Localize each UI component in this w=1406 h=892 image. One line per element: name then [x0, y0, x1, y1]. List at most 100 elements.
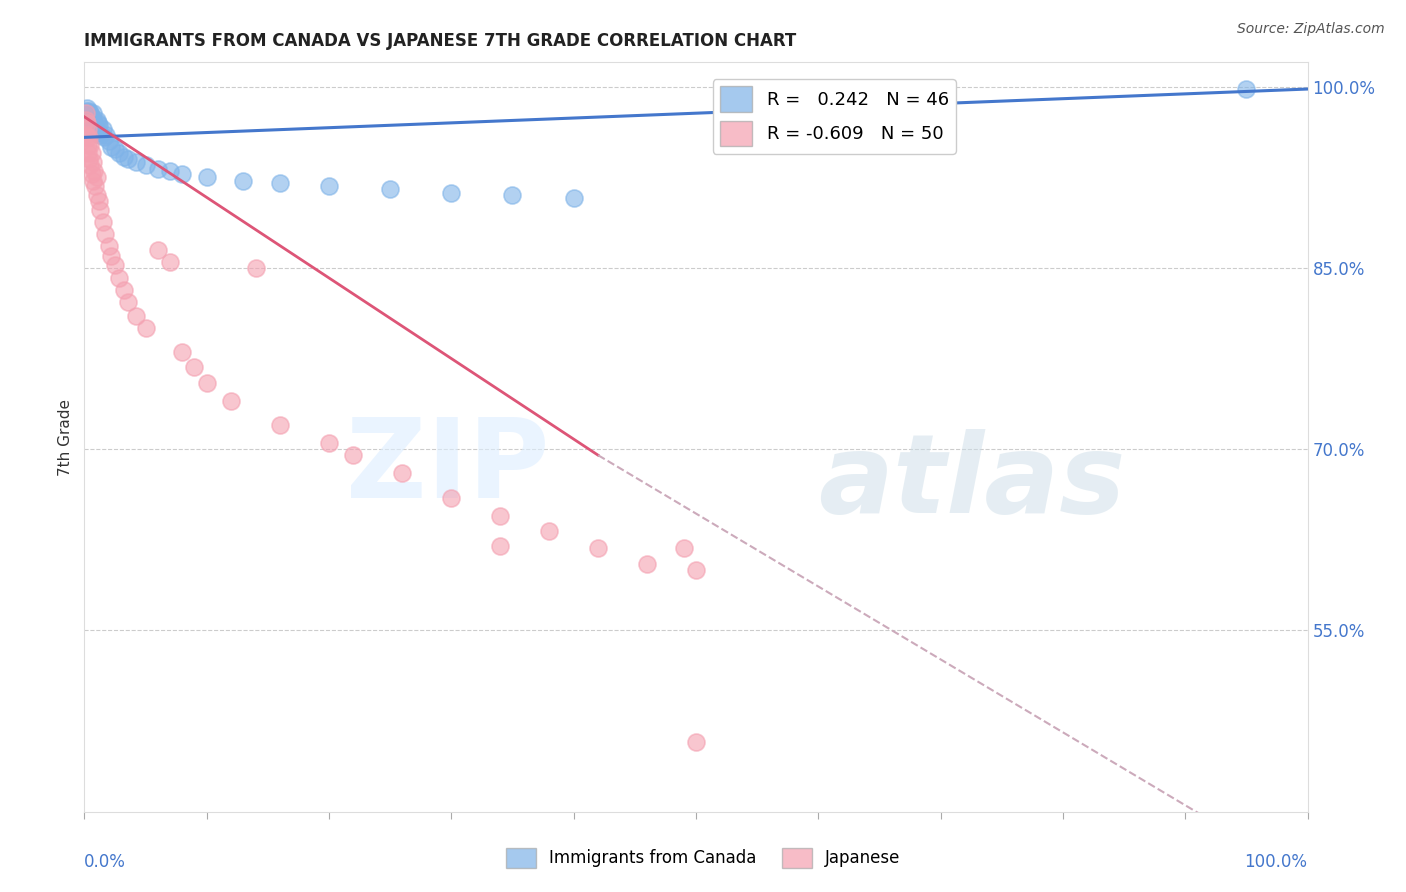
Point	[97, 134, 120, 148]
Point	[117, 294, 139, 309]
Point	[79, 106, 101, 120]
Point	[269, 417, 291, 432]
Point	[82, 122, 104, 136]
Legend: R =   0.242   N = 46, R = -0.609   N = 50: R = 0.242 N = 46, R = -0.609 N = 50	[713, 79, 956, 153]
Point	[77, 110, 100, 124]
Point	[94, 227, 117, 241]
Point	[318, 436, 340, 450]
Point	[135, 321, 157, 335]
Text: IMMIGRANTS FROM CANADA VS JAPANESE 7TH GRADE CORRELATION CHART: IMMIGRANTS FROM CANADA VS JAPANESE 7TH G…	[84, 32, 797, 50]
Point	[77, 116, 100, 130]
Point	[107, 270, 129, 285]
Point	[77, 137, 100, 152]
Text: 0.0%: 0.0%	[84, 853, 127, 871]
Point	[159, 164, 181, 178]
Point	[91, 122, 114, 136]
Point	[80, 118, 103, 132]
Point	[125, 310, 148, 324]
Point	[489, 539, 512, 553]
Point	[342, 448, 364, 462]
Point	[77, 106, 100, 120]
Point	[269, 176, 291, 190]
Point	[104, 259, 127, 273]
Point	[125, 154, 148, 169]
Point	[76, 110, 98, 124]
Point	[96, 128, 118, 142]
Point	[104, 143, 127, 157]
Point	[83, 164, 105, 178]
Point	[76, 130, 98, 145]
Point	[77, 122, 100, 136]
Point	[82, 106, 104, 120]
Point	[172, 345, 194, 359]
Text: Source: ZipAtlas.com: Source: ZipAtlas.com	[1237, 22, 1385, 37]
Point	[219, 393, 242, 408]
Text: atlas: atlas	[818, 428, 1126, 535]
Point	[79, 113, 101, 128]
Point	[93, 130, 115, 145]
Point	[440, 186, 463, 200]
Point	[76, 101, 98, 115]
Point	[86, 170, 108, 185]
Point	[146, 243, 169, 257]
Point	[135, 158, 157, 172]
Y-axis label: 7th Grade: 7th Grade	[58, 399, 73, 475]
Point	[636, 557, 658, 571]
Point	[82, 113, 104, 128]
Point	[79, 137, 101, 152]
Point	[100, 249, 122, 263]
Point	[489, 508, 512, 523]
Point	[77, 130, 100, 145]
Point	[84, 178, 107, 193]
Point	[195, 170, 218, 185]
Point	[77, 113, 100, 128]
Point	[146, 161, 169, 176]
Point	[440, 491, 463, 505]
Point	[84, 118, 107, 132]
Point	[112, 150, 135, 164]
Point	[80, 146, 103, 161]
Point	[82, 174, 104, 188]
Point	[172, 167, 194, 181]
Point	[183, 359, 205, 374]
Point	[77, 152, 100, 166]
Point	[86, 113, 108, 128]
Point	[80, 110, 103, 124]
Point	[685, 734, 707, 748]
Point	[318, 178, 340, 193]
Point	[195, 376, 218, 390]
Point	[77, 146, 100, 161]
Point	[89, 202, 111, 217]
Point	[391, 467, 413, 481]
Point	[100, 140, 122, 154]
Point	[1236, 82, 1258, 96]
Point	[87, 194, 110, 209]
Point	[89, 128, 111, 142]
Legend: Immigrants from Canada, Japanese: Immigrants from Canada, Japanese	[499, 841, 907, 875]
Point	[75, 113, 97, 128]
Point	[87, 126, 110, 140]
Point	[117, 152, 139, 166]
Point	[538, 524, 561, 539]
Text: ZIP: ZIP	[346, 414, 550, 521]
Point	[87, 118, 110, 132]
Point	[86, 188, 108, 202]
Point	[562, 191, 585, 205]
Text: 100.0%: 100.0%	[1244, 853, 1308, 871]
Point	[685, 563, 707, 577]
Point	[82, 154, 104, 169]
Point	[86, 122, 108, 136]
Point	[380, 182, 402, 196]
Point	[87, 116, 110, 130]
Point	[80, 167, 103, 181]
Point	[75, 106, 97, 120]
Point	[76, 116, 98, 130]
Point	[77, 103, 100, 118]
Point	[502, 188, 524, 202]
Point	[79, 158, 101, 172]
Point	[97, 239, 120, 253]
Point	[586, 541, 609, 556]
Point	[112, 283, 135, 297]
Point	[75, 128, 97, 142]
Point	[107, 146, 129, 161]
